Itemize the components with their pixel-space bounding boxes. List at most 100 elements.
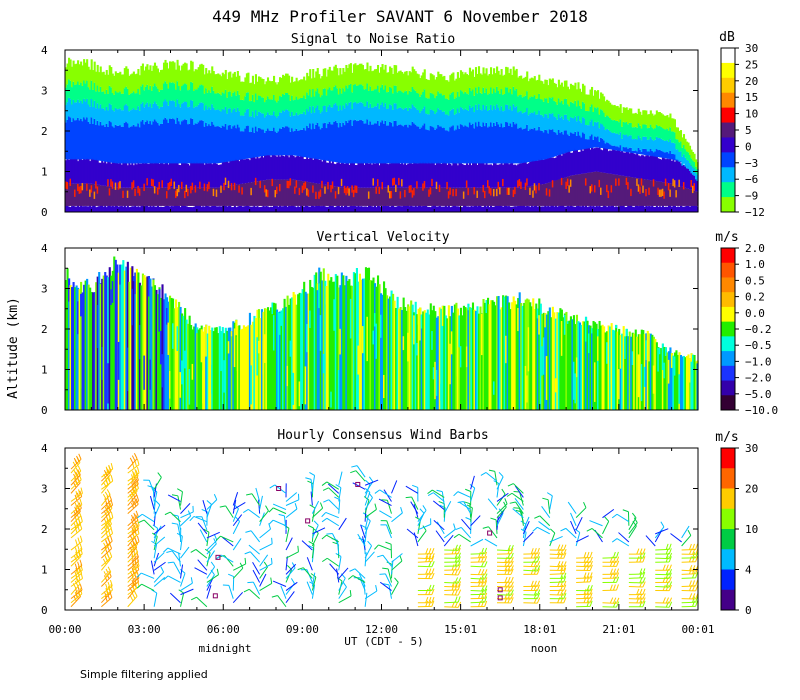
- vv-cell: [462, 305, 465, 410]
- snr-cell: [378, 125, 381, 164]
- snr-cell: [271, 81, 274, 100]
- snr-cell: [120, 126, 123, 164]
- snr-cell: [483, 164, 487, 188]
- wind-barb-flag: [484, 588, 488, 595]
- snr-cell: [84, 101, 87, 120]
- snr-cell: [238, 184, 241, 206]
- snr-cell: [583, 133, 586, 150]
- snr-cell: [300, 97, 303, 114]
- wind-barb: [259, 583, 272, 591]
- snr-cell: [212, 163, 215, 188]
- snr-cell: [413, 69, 416, 90]
- vv-cell: [111, 281, 114, 303]
- wind-barb: [285, 499, 299, 506]
- snr-cell: [574, 100, 577, 117]
- snr-cell: [303, 128, 306, 158]
- snr-cell: [340, 126, 343, 164]
- wind-barb: [364, 520, 371, 535]
- wind-barb: [178, 552, 181, 567]
- snr-cell: [343, 164, 346, 188]
- snr-cell: [298, 114, 301, 131]
- snr-cell: [336, 162, 339, 187]
- wind-barb-flag: [73, 457, 78, 464]
- snr-cell: [230, 207, 233, 212]
- wind-barb-flag: [451, 548, 455, 555]
- snr-cell: [684, 164, 687, 188]
- snr-cell: [257, 207, 261, 212]
- wind-barb-flag: [108, 513, 111, 520]
- wind-barb: [127, 458, 138, 470]
- snr-cell: [307, 127, 310, 158]
- vv-cell: [156, 294, 160, 410]
- snr-cell: [654, 139, 657, 152]
- snr-cell: [566, 151, 569, 177]
- snr-cell: [612, 174, 615, 206]
- snr-cell: [566, 119, 569, 135]
- wind-barb-flag: [365, 516, 371, 522]
- snr-cell: [679, 141, 683, 152]
- snr-cell: [274, 100, 277, 117]
- snr-cell: [316, 122, 319, 160]
- vv-cell: [580, 324, 583, 410]
- snr-cell: [563, 80, 566, 100]
- snr-cell: [224, 177, 227, 185]
- wind-barb: [101, 556, 113, 567]
- snr-cell: [396, 92, 399, 109]
- snr-cell: [182, 120, 185, 164]
- snr-cell: [563, 99, 566, 115]
- snr-cell: [618, 175, 621, 206]
- snr-cell: [349, 101, 352, 120]
- snr-cell: [348, 206, 351, 212]
- snr-cell: [565, 80, 568, 99]
- y-tick-label: 2: [41, 323, 48, 336]
- vv-cell: [402, 336, 405, 351]
- snr-cell: [434, 79, 437, 99]
- snr-cell: [361, 161, 365, 188]
- vv-cell: [134, 272, 137, 295]
- wind-barb: [417, 530, 427, 543]
- vv-cell: [539, 303, 542, 410]
- vv-cell: [340, 272, 343, 410]
- wind-barb: [413, 532, 419, 547]
- wind-barb-flag: [425, 548, 429, 555]
- vv-cell: [269, 307, 273, 410]
- snr-cell: [688, 206, 692, 212]
- vv-cell: [312, 287, 315, 410]
- snr-cell: [580, 108, 583, 124]
- vv-cell: [590, 328, 594, 334]
- snr-cell: [89, 205, 92, 212]
- wind-barb: [232, 508, 239, 522]
- snr-cell: [464, 108, 467, 126]
- wind-barb: [127, 528, 139, 539]
- snr-cell: [74, 84, 77, 103]
- wind-barb-flag: [454, 601, 459, 608]
- snr-cell: [295, 207, 298, 212]
- snr-cell: [553, 131, 556, 157]
- vv-cell: [532, 298, 535, 410]
- snr-cell: [193, 71, 196, 91]
- snr-cell: [411, 163, 414, 188]
- snr-cell: [175, 161, 178, 188]
- snr-cell: [386, 108, 389, 126]
- snr-cell: [521, 205, 524, 212]
- snr-cell: [488, 164, 491, 188]
- vv-cell: [646, 330, 649, 410]
- snr-cell: [600, 109, 603, 124]
- snr-cell: [443, 75, 446, 95]
- snr-cell: [68, 79, 71, 98]
- wind-barb: [470, 557, 485, 559]
- snr-cell: [562, 104, 565, 120]
- snr-cell: [663, 140, 666, 153]
- snr-cell: [289, 82, 292, 101]
- wind-barb-flag: [428, 548, 432, 555]
- snr-cell: [467, 187, 470, 206]
- snr-cell: [370, 206, 374, 212]
- snr-cell: [649, 180, 652, 206]
- wind-barb: [470, 515, 481, 527]
- snr-cell: [533, 183, 536, 191]
- wind-barb: [522, 520, 530, 535]
- snr-cell: [134, 188, 137, 197]
- snr-cell: [367, 90, 371, 108]
- snr-cell: [95, 71, 98, 92]
- snr-cell: [208, 206, 211, 212]
